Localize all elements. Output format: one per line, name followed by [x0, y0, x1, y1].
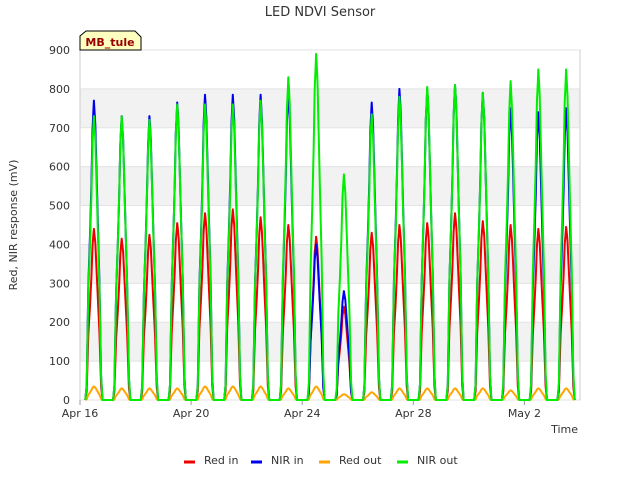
background-bands — [80, 50, 580, 400]
y-tick-label: 0 — [63, 394, 70, 407]
background-band — [80, 244, 580, 284]
background-band — [80, 322, 580, 362]
y-tick-label: 100 — [49, 355, 70, 368]
background-band — [80, 283, 580, 323]
x-axis-label: Time — [550, 423, 578, 436]
y-tick-label: 700 — [49, 122, 70, 135]
y-tick-label: 500 — [49, 200, 70, 213]
x-tick-label: May 2 — [508, 407, 541, 420]
y-tick-label: 800 — [49, 83, 70, 96]
y-axis-label: Red, NIR response (mV) — [7, 160, 20, 291]
x-axis: Apr 16 Apr 20 Apr 24 Apr 28 May 2 — [62, 400, 541, 420]
x-tick-label: Apr 24 — [284, 407, 321, 420]
legend-entry: NIR in — [271, 454, 304, 467]
legend-entry: Red in — [204, 454, 238, 467]
legend: Red in NIR in Red out NIR out — [184, 454, 458, 467]
legend-entry: NIR out — [417, 454, 458, 467]
background-band — [80, 361, 580, 400]
background-band — [80, 127, 580, 167]
series-line-3 — [84, 52, 576, 401]
background-band — [80, 205, 580, 245]
site-badge-label: MB_tule — [85, 36, 134, 49]
chart-title: LED NDVI Sensor — [265, 5, 376, 20]
y-tick-label: 300 — [49, 277, 70, 290]
series-lines — [84, 52, 576, 401]
x-tick-label: Apr 20 — [173, 407, 210, 420]
x-tick-label: Apr 16 — [62, 407, 99, 420]
site-badge-shape — [79, 30, 142, 51]
y-tick-label: 600 — [49, 161, 70, 174]
y-tick-label: 400 — [49, 238, 70, 251]
background-band — [80, 50, 580, 89]
y-tick-label: 900 — [49, 44, 70, 57]
y-tick-label: 200 — [49, 316, 70, 329]
legend-entry: Red out — [339, 454, 382, 467]
background-band — [80, 88, 580, 128]
x-tick-label: Apr 28 — [395, 407, 432, 420]
background-band — [80, 166, 580, 206]
site-badge: MB_tule — [79, 30, 142, 51]
